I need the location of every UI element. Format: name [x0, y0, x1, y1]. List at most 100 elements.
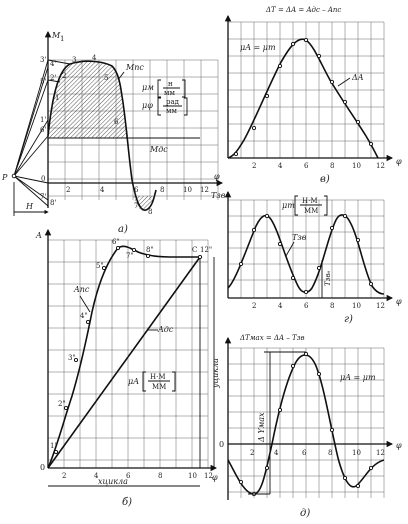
panel-v-x-tick-6: 6: [304, 162, 309, 170]
panel-a-left-label-1: 1': [40, 116, 46, 124]
panel-v-scale: μA = μт: [240, 43, 276, 52]
panel-b-x-tick-12: 12: [204, 472, 213, 480]
panel-a-point-3: 3: [72, 56, 76, 64]
panel-a-x-tick-6: 6: [134, 186, 139, 194]
panel-v-x-tick-8: 8: [330, 162, 334, 170]
panel-a-x-tick-10: 10: [183, 186, 192, 194]
panel-a-pole: [11, 173, 17, 179]
panel-a-point-8: 8: [148, 208, 152, 216]
panel-a-left-label-6: 6': [40, 126, 46, 134]
panel-a-scale-2-num: рад: [166, 98, 180, 106]
panel-d-scale: μA = μт: [340, 373, 376, 382]
panel-b-grid: [47, 239, 209, 468]
panel-d-delta-t: ΔTмах = ΔA – Tзв μA = μт 0 Δ Yмах φ 2 4 …: [219, 334, 402, 519]
panel-d-x-tick-8: 8: [328, 449, 332, 457]
panel-a-scale-1: μм н мм: [142, 79, 186, 98]
panel-b-scale: μA Н·М ММ: [128, 371, 176, 392]
panel-b-point-12: 12": [200, 246, 212, 254]
panel-v-x-tick-10: 10: [352, 162, 361, 170]
panel-b-line-adc: [47, 256, 201, 469]
panel-g-curve-label: Tзв: [292, 233, 307, 242]
panel-a-scale-2: μφ рад мм: [142, 97, 188, 116]
panel-a-x-label: φ: [214, 172, 220, 181]
panel-v-curve: [227, 38, 379, 159]
panel-a-scale-2-sym: μφ: [142, 101, 153, 110]
panel-b-y-label: A: [35, 231, 42, 240]
panel-v-x-tick-2: 2: [252, 162, 256, 170]
panel-a-point-5: 5: [104, 74, 108, 82]
panel-v-title: ΔT = ΔA = Aдс – Aпс: [265, 6, 341, 14]
panel-g-x-label: φ: [396, 297, 402, 306]
panel-g-caption: г): [344, 314, 353, 325]
panel-a-point-4: 4: [92, 54, 97, 62]
panel-a-scale-2-den: мм: [166, 107, 177, 115]
panel-b-scale-sym: μA: [128, 377, 139, 386]
panel-b-work: A φ 0 1" 2" 3" 4" 5" 6" 7" 8" C 12" Aпс …: [35, 228, 220, 508]
panel-a-h-label: H: [25, 202, 34, 211]
panel-d-x-tick-2: 2: [250, 449, 254, 457]
panel-a-hatch-top: [48, 61, 128, 138]
panel-a-left-label-5: 5': [40, 78, 46, 86]
panel-d-caption: д): [300, 508, 310, 519]
panel-g-x-tick-10: 10: [352, 302, 361, 310]
panel-v-curve-label: ΔA: [351, 73, 364, 82]
panel-g-measure-label: Tзв₆: [324, 270, 332, 286]
panel-d-title: ΔTмах = ΔA – Tзв: [239, 334, 305, 342]
panel-a-pole-label: P: [1, 173, 8, 182]
panel-g-x-tick-6: 6: [304, 302, 309, 310]
panel-b-scale-den: ММ: [152, 383, 166, 391]
panel-g-x-tick-4: 4: [278, 302, 283, 310]
panel-d-x-label: φ: [396, 441, 402, 450]
panel-a-left-label-8: 8': [50, 199, 56, 207]
panel-v-x-label: φ: [396, 157, 402, 166]
panel-b-x-label: φ: [212, 473, 218, 482]
panel-v-x-tick-12: 12: [376, 162, 385, 170]
panel-a-y-label: M: [51, 31, 61, 40]
panel-g-scale: μт Н·М ММ: [282, 195, 328, 216]
panel-a-leader-mpc: [117, 71, 125, 81]
panel-a-scale-1-den: мм: [164, 89, 175, 97]
panel-b-point-2: 2": [58, 400, 66, 408]
panel-d-grid: [227, 347, 385, 498]
panel-a-caption: а): [118, 224, 128, 235]
panel-b-x-tick-6: 6: [126, 472, 131, 480]
panel-d-x-tick-12: 12: [376, 449, 385, 457]
panel-b-curve-apc: [47, 245, 200, 469]
panel-b-point-3: 3": [68, 354, 76, 362]
panel-g-t-zv: Tзв μт Н·М ММ Tзв Tзв₆ φ 2 4 6 8 10 12 г…: [211, 190, 402, 325]
panel-d-x-tick-6: 6: [302, 449, 307, 457]
panel-b-point-c: C: [192, 246, 197, 254]
panel-a-point-7: 7: [134, 202, 138, 210]
panel-b-x-tick-2: 2: [62, 472, 66, 480]
panel-b-point-7: 7": [126, 252, 134, 260]
panel-a-hatch-bottom: [133, 194, 156, 211]
panel-a-left-label-3: 3': [40, 56, 46, 64]
panel-b-label-adc: Aдс: [157, 325, 174, 334]
panel-g-grid: [227, 199, 385, 298]
panel-v-x-tick-4: 4: [278, 162, 283, 170]
panel-g-x-tick-12: 12: [376, 302, 385, 310]
panel-b-point-8: 8": [146, 246, 154, 254]
panel-d-dy-label: Δ Yмах: [257, 412, 266, 443]
panel-a-pole-rays: [13, 59, 71, 207]
panel-b-point-1: 1": [50, 442, 58, 450]
panel-v-delta-a: ΔT = ΔA = Aдс – Aпс μA = μт ΔA φ 2 4 6 8…: [224, 6, 402, 185]
panel-v-caption: в): [320, 174, 330, 185]
panel-b-point-6: 6": [112, 238, 120, 246]
panel-a-origin: 0: [41, 175, 45, 183]
panel-b-x-tick-8: 8: [158, 472, 162, 480]
panel-g-y-label: Tзв: [211, 191, 226, 200]
panel-g-curve: [227, 214, 385, 295]
panel-d-x-tick-4: 4: [274, 449, 279, 457]
panel-g-x-tick-2: 2: [252, 302, 256, 310]
panel-g-scale-den: ММ: [304, 207, 318, 215]
panel-a-x-tick-2: 2: [66, 186, 70, 194]
panel-g-scale-num: Н·М: [302, 197, 318, 205]
panel-a-grid: [47, 59, 219, 200]
panel-d-x-tick-10: 10: [352, 449, 361, 457]
panel-a-scale-1-num: н: [168, 80, 173, 88]
panel-b-xcycle-label: хцикла: [98, 477, 128, 486]
panel-d-zero: 0: [219, 440, 224, 449]
panel-a-x-tick-8: 8: [160, 186, 164, 194]
